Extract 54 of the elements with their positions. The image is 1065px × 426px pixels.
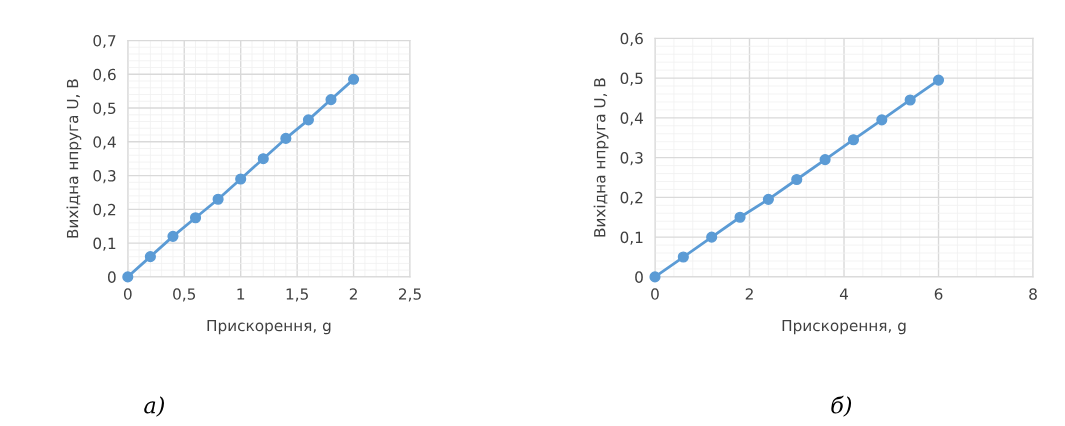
point bbox=[144, 251, 156, 263]
point bbox=[280, 132, 292, 144]
y-tick-label: 0,5 bbox=[93, 102, 116, 116]
point bbox=[932, 74, 945, 86]
y-axis-title: Вихідна нпруга U, В bbox=[593, 78, 609, 237]
point bbox=[189, 212, 202, 224]
point bbox=[904, 94, 916, 106]
point bbox=[235, 173, 247, 185]
x-tick-label: 2 bbox=[745, 288, 753, 300]
y-tick-label: 0 bbox=[635, 271, 643, 283]
x-axis-title: Прискорення, g bbox=[782, 319, 906, 335]
x-tick-label: 0 bbox=[651, 288, 659, 300]
text: б) bbox=[831, 395, 852, 417]
x-tick-label: 4 bbox=[839, 288, 849, 300]
point bbox=[762, 193, 774, 205]
y-tick-label: 0,2 bbox=[620, 191, 643, 205]
y-tick-label: 0 bbox=[107, 271, 116, 283]
y-tick-label: 0,3 bbox=[620, 152, 643, 166]
x-tick-label: 6 bbox=[934, 288, 943, 300]
x-tick-label: 1,5 bbox=[286, 288, 308, 302]
y-tick-label: 0,4 bbox=[620, 112, 644, 126]
point bbox=[167, 230, 179, 242]
point bbox=[734, 211, 746, 223]
point bbox=[257, 153, 269, 165]
point bbox=[677, 251, 689, 263]
y-tick-label: 0,6 bbox=[93, 68, 116, 82]
point bbox=[791, 173, 803, 186]
point bbox=[649, 271, 661, 283]
y-tick-label: 0,1 bbox=[620, 231, 643, 245]
y-tick-label: 0,1 bbox=[93, 237, 116, 251]
y-tick-label: 0,4 bbox=[93, 136, 116, 150]
x-tick-label: 0,5 bbox=[173, 288, 196, 302]
y-tick-label: 0,5 bbox=[620, 72, 643, 86]
y-tick-label: 0,6 bbox=[620, 32, 643, 46]
x-tick-label: 1 bbox=[237, 288, 245, 300]
point bbox=[122, 271, 134, 283]
x-axis-title: Прискорення, g bbox=[207, 319, 331, 335]
x-tick-label: 0 bbox=[123, 288, 132, 300]
point bbox=[876, 114, 888, 126]
point bbox=[706, 231, 718, 243]
point bbox=[325, 94, 337, 106]
y-tick-label: 0,7 bbox=[93, 34, 116, 49]
point bbox=[348, 73, 360, 85]
point bbox=[212, 193, 224, 205]
y-axis-title: Вихідна нпруга U, В bbox=[66, 79, 82, 238]
point bbox=[847, 134, 860, 146]
point bbox=[819, 154, 831, 166]
y-tick-label: 0,2 bbox=[93, 203, 116, 217]
x-tick-label: 8 bbox=[1029, 288, 1037, 300]
point bbox=[302, 114, 314, 126]
x-tick-label: 2 bbox=[349, 288, 357, 300]
y-tick-label: 0,3 bbox=[93, 170, 116, 184]
x-tick-label: 2,5 bbox=[399, 288, 421, 302]
text: а) bbox=[144, 396, 164, 417]
